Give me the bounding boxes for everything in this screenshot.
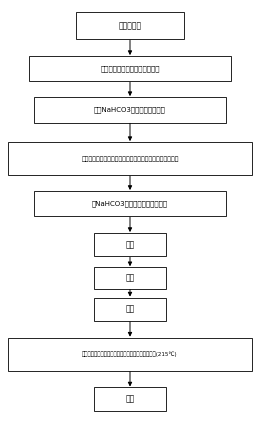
Text: 加入麦芽油、麦芽粉、小苏打粉、商业小苏打粉、制作面团: 加入麦芽油、麦芽粉、小苏打粉、商业小苏打粉、制作面团: [81, 156, 179, 162]
FancyBboxPatch shape: [94, 233, 166, 256]
Text: 烤制: 烤制: [125, 305, 135, 314]
FancyBboxPatch shape: [34, 97, 226, 123]
Text: 加入NaHCO3、水、麦芽油混合: 加入NaHCO3、水、麦芽油混合: [94, 107, 166, 113]
Text: 小麦粉、全麦粉混合、加水搬拌: 小麦粉、全麦粉混合、加水搬拌: [100, 66, 160, 72]
FancyBboxPatch shape: [29, 56, 231, 82]
Text: 将NaHCO3、水、麦芽油加入面团: 将NaHCO3、水、麦芽油加入面团: [92, 201, 168, 207]
FancyBboxPatch shape: [94, 387, 166, 411]
FancyBboxPatch shape: [34, 191, 226, 217]
FancyBboxPatch shape: [94, 297, 166, 321]
FancyBboxPatch shape: [8, 338, 252, 371]
FancyBboxPatch shape: [8, 142, 252, 175]
Text: 醒发: 醒发: [125, 274, 135, 283]
FancyBboxPatch shape: [94, 267, 166, 289]
Text: 原料预处理: 原料预处理: [119, 21, 141, 30]
Text: 成品: 成品: [125, 395, 135, 404]
FancyBboxPatch shape: [76, 12, 184, 39]
Text: 全麦苏打饲干面、小苏打饲干面、商业小苏打饲干面(215℃): 全麦苏打饲干面、小苏打饲干面、商业小苏打饲干面(215℃): [82, 352, 178, 357]
Text: 成型: 成型: [125, 240, 135, 249]
